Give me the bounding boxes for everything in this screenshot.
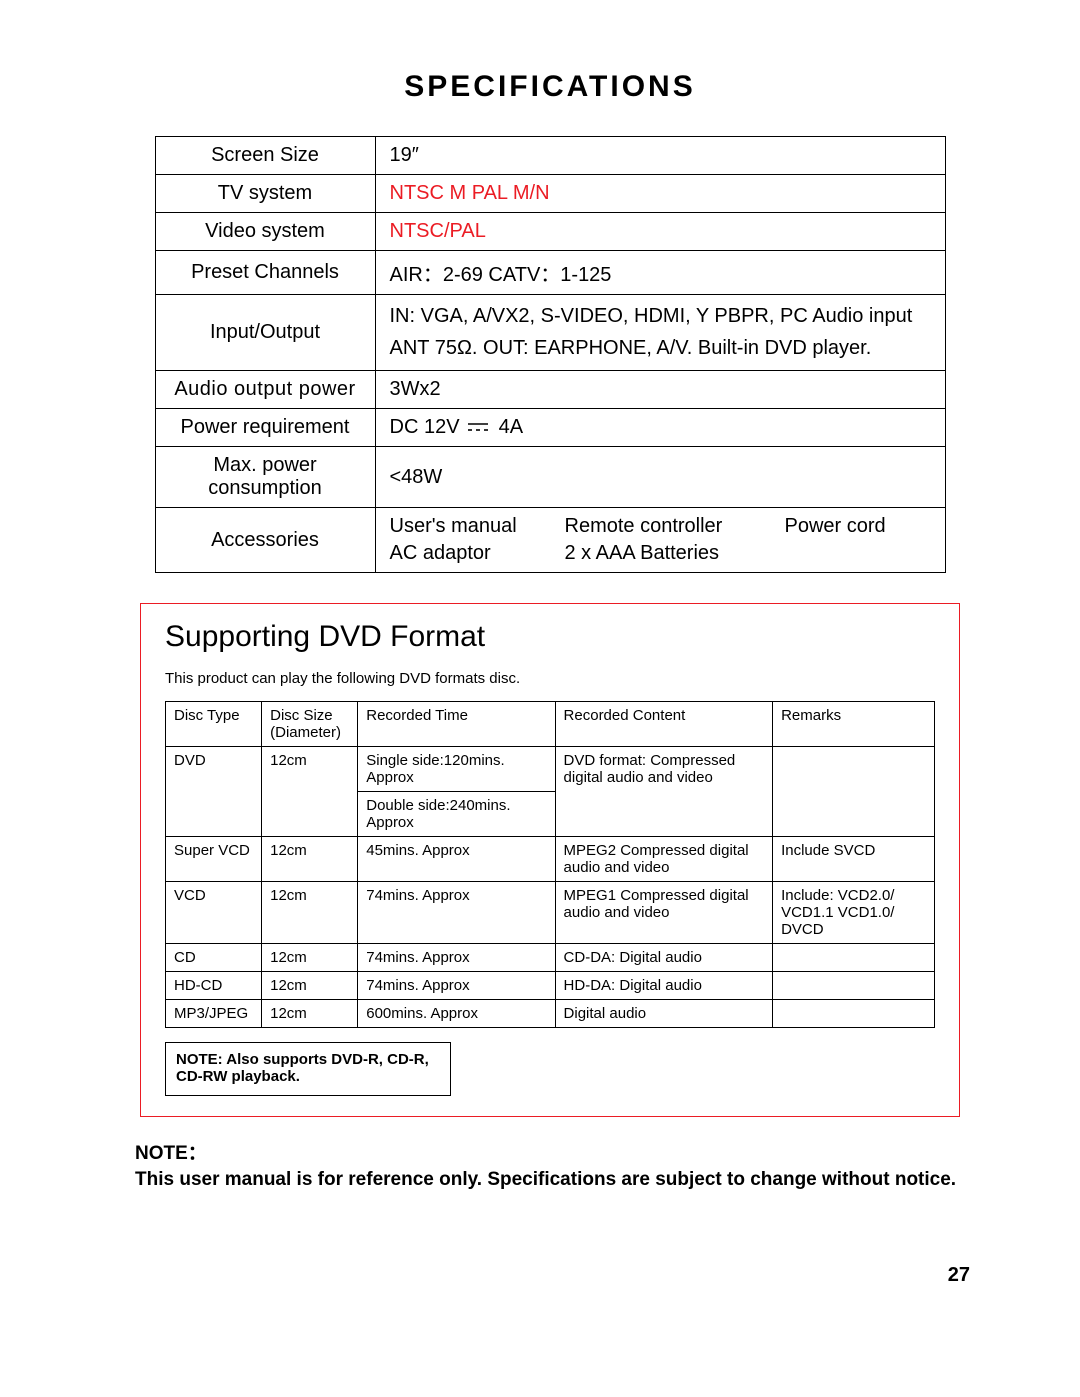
footer-note: NOTE： This user manual is for reference … bbox=[135, 1141, 965, 1192]
col-header: Disc Type bbox=[166, 702, 262, 747]
spec-value: IN: VGA, A/VX2, S-VIDEO, HDMI, Y PBPR, P… bbox=[375, 295, 945, 371]
spec-value: User's manual Remote controller Power co… bbox=[375, 508, 945, 573]
table-row: Screen Size 19″ bbox=[155, 137, 945, 175]
col-header: Recorded Content bbox=[555, 702, 773, 747]
accessory-item: 2 x AAA Batteries bbox=[565, 542, 785, 565]
cell-disc-size: 12cm bbox=[262, 837, 358, 882]
table-row: HD-CD 12cm 74mins. Approx HD-DA: Digital… bbox=[166, 972, 935, 1000]
accessory-item: AC adaptor bbox=[390, 542, 565, 565]
dvd-subtitle: This product can play the following DVD … bbox=[165, 670, 935, 687]
cell-recorded-content: MPEG2 Compressed digital audio and video bbox=[555, 837, 773, 882]
table-row: Power requirement DC 12V 4A bbox=[155, 409, 945, 447]
dvd-table: Disc Type Disc Size (Diameter) Recorded … bbox=[165, 701, 935, 1028]
spec-value: NTSC/PAL bbox=[375, 213, 945, 251]
spec-label: Screen Size bbox=[155, 137, 375, 175]
accessory-item: Remote controller bbox=[565, 515, 785, 538]
spec-value: AIR：2-69 CATV：1-125 bbox=[375, 251, 945, 295]
page-number: 27 bbox=[948, 1264, 970, 1287]
accessory-item bbox=[785, 542, 935, 565]
spec-label: Input/Output bbox=[155, 295, 375, 371]
table-row: Video system NTSC/PAL bbox=[155, 213, 945, 251]
spec-label: TV system bbox=[155, 175, 375, 213]
cell-disc-type: MP3/JPEG bbox=[166, 1000, 262, 1028]
table-row: Max. power consumption <48W bbox=[155, 447, 945, 508]
spec-label: Audio output power bbox=[155, 371, 375, 409]
table-header-row: Disc Type Disc Size (Diameter) Recorded … bbox=[166, 702, 935, 747]
table-row: Accessories User's manual Remote control… bbox=[155, 508, 945, 573]
table-row: Audio output power 3Wx2 bbox=[155, 371, 945, 409]
spec-label: Accessories bbox=[155, 508, 375, 573]
cell-disc-size: 12cm bbox=[262, 1000, 358, 1028]
table-row: CD 12cm 74mins. Approx CD-DA: Digital au… bbox=[166, 944, 935, 972]
dvd-section-title: Supporting DVD Format bbox=[165, 620, 935, 654]
cell-remarks: Include SVCD bbox=[773, 837, 935, 882]
cell-recorded-time: Double side:240mins. Approx bbox=[358, 792, 555, 837]
footer-note-text: This user manual is for reference only. … bbox=[135, 1169, 956, 1190]
col-header: Recorded Time bbox=[358, 702, 555, 747]
spec-value: <48W bbox=[375, 447, 945, 508]
spec-value: DC 12V 4A bbox=[375, 409, 945, 447]
cell-recorded-time: 74mins. Approx bbox=[358, 972, 555, 1000]
spec-value: NTSC M PAL M/N bbox=[375, 175, 945, 213]
cell-recorded-content: DVD format: Compressed digital audio and… bbox=[555, 747, 773, 837]
cell-recorded-time: Single side:120mins. Approx bbox=[358, 747, 555, 792]
cell-recorded-time: 74mins. Approx bbox=[358, 882, 555, 944]
table-row: DVD 12cm Single side:120mins. Approx DVD… bbox=[166, 747, 935, 792]
spec-table: Screen Size 19″ TV system NTSC M PAL M/N… bbox=[155, 136, 946, 573]
col-header: Disc Size (Diameter) bbox=[262, 702, 358, 747]
page-title: SPECIFICATIONS bbox=[130, 70, 970, 104]
table-row: Preset Channels AIR：2-69 CATV：1-125 bbox=[155, 251, 945, 295]
spec-label: Max. power consumption bbox=[155, 447, 375, 508]
cell-disc-type: Super VCD bbox=[166, 837, 262, 882]
dc-symbol-icon bbox=[467, 421, 489, 433]
cell-disc-type: VCD bbox=[166, 882, 262, 944]
spec-label: Video system bbox=[155, 213, 375, 251]
cell-remarks bbox=[773, 944, 935, 972]
table-row: Super VCD 12cm 45mins. Approx MPEG2 Comp… bbox=[166, 837, 935, 882]
footer-note-heading: NOTE： bbox=[135, 1143, 207, 1164]
spec-label: Power requirement bbox=[155, 409, 375, 447]
spec-label: Preset Channels bbox=[155, 251, 375, 295]
cell-disc-type: CD bbox=[166, 944, 262, 972]
cell-recorded-content: Digital audio bbox=[555, 1000, 773, 1028]
cell-recorded-time: 600mins. Approx bbox=[358, 1000, 555, 1028]
cell-disc-size: 12cm bbox=[262, 747, 358, 837]
accessories-grid: User's manual Remote controller Power co… bbox=[390, 515, 931, 565]
spec-value: 19″ bbox=[375, 137, 945, 175]
cell-recorded-content: MPEG1 Compressed digital audio and video bbox=[555, 882, 773, 944]
cell-recorded-content: CD-DA: Digital audio bbox=[555, 944, 773, 972]
cell-remarks bbox=[773, 972, 935, 1000]
io-line1: IN: VGA, A/VX2, S-VIDEO, HDMI, Y PBPR, P… bbox=[390, 305, 913, 327]
accessory-item: Power cord bbox=[785, 515, 935, 538]
manual-page: SPECIFICATIONS Screen Size 19″ TV system… bbox=[0, 0, 1080, 1397]
cell-remarks: Include: VCD2.0/ VCD1.1 VCD1.0/ DVCD bbox=[773, 882, 935, 944]
table-row: MP3/JPEG 12cm 600mins. Approx Digital au… bbox=[166, 1000, 935, 1028]
cell-disc-size: 12cm bbox=[262, 944, 358, 972]
table-row: VCD 12cm 74mins. Approx MPEG1 Compressed… bbox=[166, 882, 935, 944]
power-suffix: 4A bbox=[499, 416, 523, 438]
cell-recorded-time: 45mins. Approx bbox=[358, 837, 555, 882]
accessory-item: User's manual bbox=[390, 515, 565, 538]
cell-disc-size: 12cm bbox=[262, 882, 358, 944]
cell-recorded-content: HD-DA: Digital audio bbox=[555, 972, 773, 1000]
cell-disc-type: DVD bbox=[166, 747, 262, 837]
cell-recorded-time: 74mins. Approx bbox=[358, 944, 555, 972]
cell-remarks bbox=[773, 1000, 935, 1028]
col-header: Remarks bbox=[773, 702, 935, 747]
table-row: TV system NTSC M PAL M/N bbox=[155, 175, 945, 213]
cell-disc-type: HD-CD bbox=[166, 972, 262, 1000]
io-line2: ANT 75Ω. OUT: EARPHONE, A/V. Built-in DV… bbox=[390, 334, 931, 363]
table-row: Input/Output IN: VGA, A/VX2, S-VIDEO, HD… bbox=[155, 295, 945, 371]
dvd-format-section: Supporting DVD Format This product can p… bbox=[140, 603, 960, 1117]
power-prefix: DC 12V bbox=[390, 416, 460, 438]
dvd-note-box: NOTE: Also supports DVD-R, CD-R, CD-RW p… bbox=[165, 1042, 451, 1096]
cell-remarks bbox=[773, 747, 935, 837]
spec-value: 3Wx2 bbox=[375, 371, 945, 409]
cell-disc-size: 12cm bbox=[262, 972, 358, 1000]
